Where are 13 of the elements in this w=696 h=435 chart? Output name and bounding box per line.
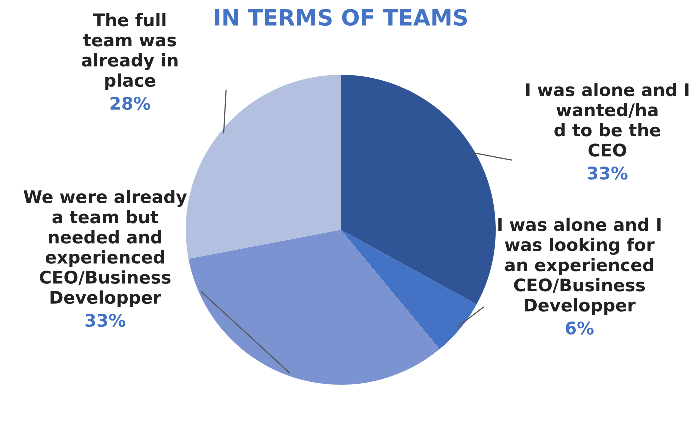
chart-title: IN TERMS OF TEAMS	[215, 9, 468, 26]
data-label: 6%	[566, 322, 594, 335]
slice-label: I was alone and I wanted/ha d to be the CEO	[526, 83, 689, 157]
slice-label: We were already a team but needed and experienced CEO/Business Developper	[24, 190, 188, 308]
pie-slice	[186, 75, 341, 260]
pie-slice	[341, 75, 496, 305]
data-label: 33%	[588, 166, 628, 180]
data-label: 28%	[110, 97, 150, 110]
data-label: 33%	[86, 314, 126, 328]
pie-slice	[188, 230, 440, 385]
pie-slice	[341, 230, 477, 350]
slice-label: I was alone and I was looking for an experienced CEO/Business Developper	[498, 218, 661, 316]
slice-label: The full team was already in place	[82, 13, 178, 90]
